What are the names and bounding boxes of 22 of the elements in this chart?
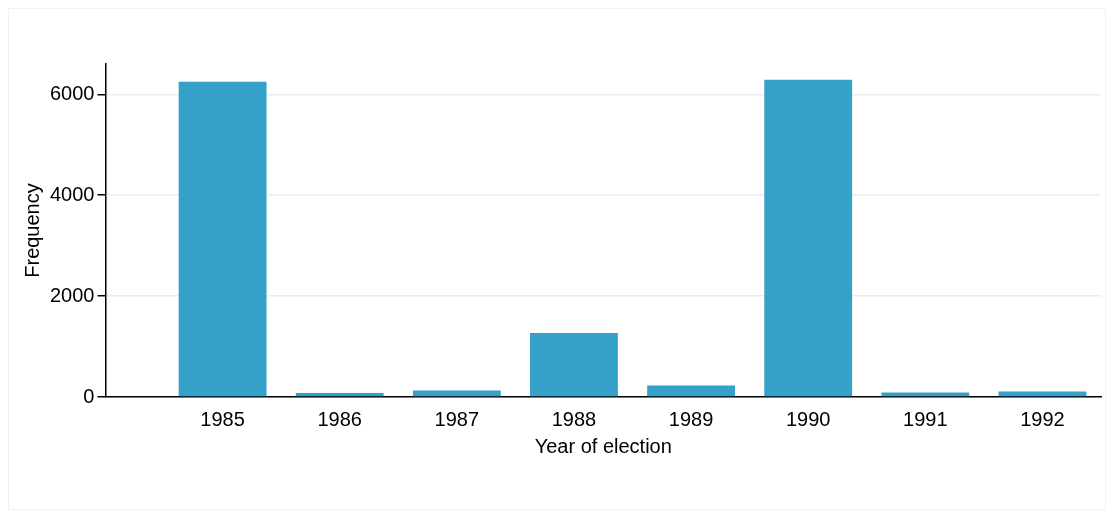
- x-tick-label: 1992: [1020, 407, 1065, 430]
- bar: [764, 79, 853, 397]
- bar: [295, 392, 384, 397]
- y-tick-label: 6000: [49, 81, 95, 104]
- y-tick-label: 0: [83, 384, 95, 407]
- y-tick-label: 2000: [49, 283, 95, 306]
- bar: [530, 332, 618, 397]
- y-axis-title: Frequency: [20, 183, 43, 278]
- x-tick-label: 1988: [551, 407, 597, 430]
- x-tick-label: 1991: [903, 407, 948, 430]
- bar: [412, 390, 501, 397]
- bar: [178, 81, 267, 397]
- x-tick-label: 1987: [434, 407, 480, 430]
- x-tick-label: 1986: [317, 407, 362, 430]
- y-tick-label: 4000: [49, 182, 95, 205]
- x-axis-title: Year of election: [534, 434, 672, 457]
- bar: [647, 385, 735, 397]
- bar: [881, 392, 970, 397]
- bar: [998, 391, 1087, 397]
- x-tick-label: 1985: [200, 407, 245, 430]
- x-tick-label: 1989: [668, 407, 714, 430]
- x-tick-label: 1990: [785, 407, 831, 430]
